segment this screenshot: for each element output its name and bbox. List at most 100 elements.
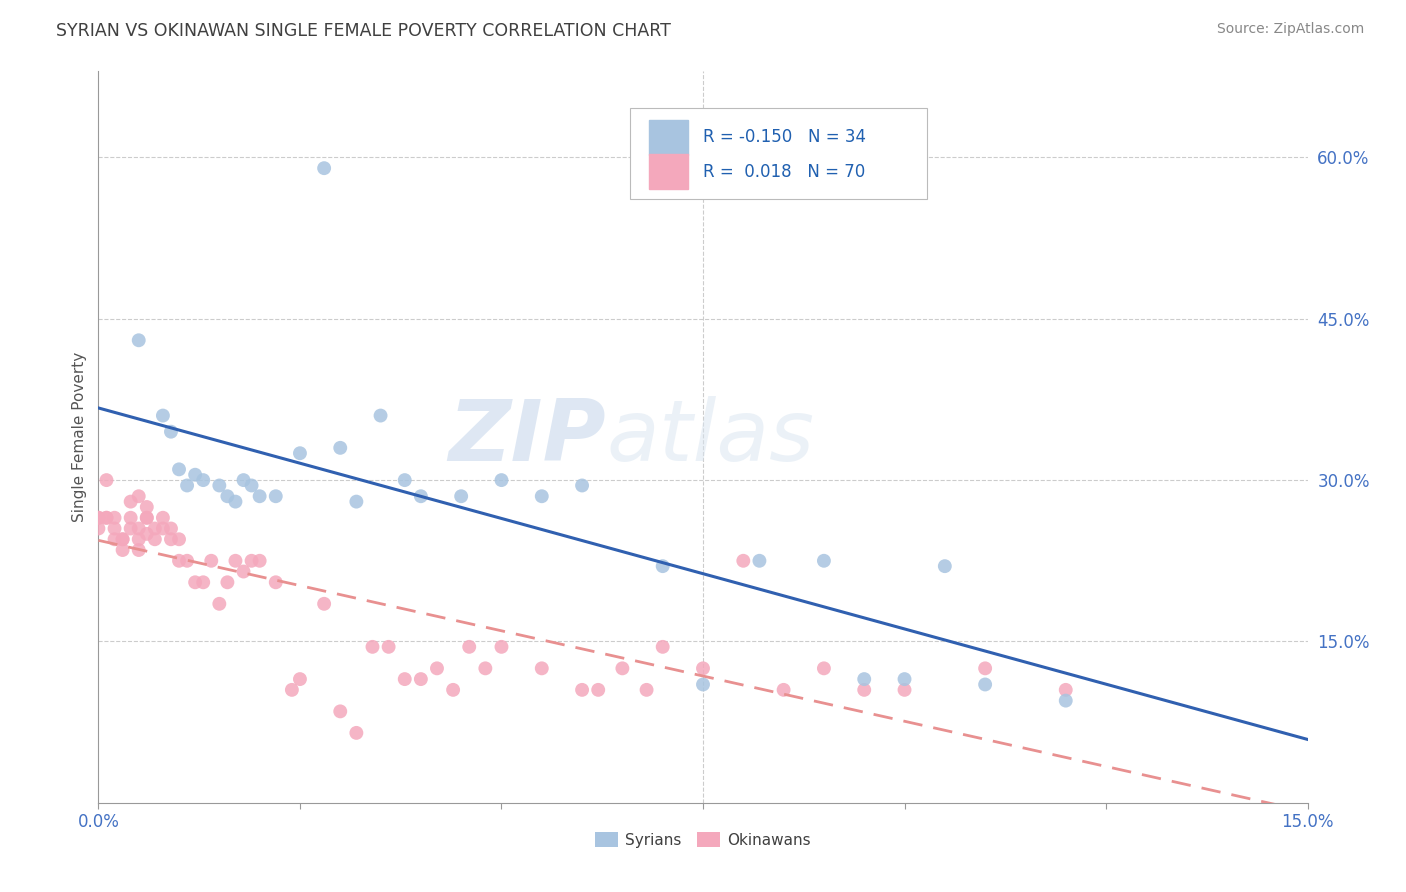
Point [240,478,263,492]
Point [530,489,553,503]
Text: R = -0.150   N = 34: R = -0.150 N = 34 [703,128,866,146]
Point [813,661,835,675]
Point [249,489,271,503]
Point [111,533,134,547]
Point [135,510,157,524]
Point [692,661,714,675]
Point [329,441,352,455]
Point [748,554,770,568]
Point [135,500,157,514]
Point [314,161,336,176]
Point [344,726,367,740]
Point [530,661,553,675]
Point [200,554,222,568]
Point [96,510,118,524]
Point [87,521,110,535]
Point [232,473,254,487]
Legend: Syrians, Okinawans: Syrians, Okinawans [589,825,817,854]
Point [281,682,304,697]
Point [184,575,207,590]
Point [1054,682,1077,697]
Point [193,473,215,487]
Point [264,575,287,590]
Point [586,682,609,697]
Point [96,510,118,524]
Point [143,521,166,535]
Point [184,467,207,482]
Point [772,682,794,697]
Point [344,494,367,508]
Text: atlas: atlas [606,395,814,479]
Point [651,559,673,574]
Point [249,554,271,568]
Point [1054,693,1077,707]
Point [217,575,239,590]
Point [409,672,432,686]
Point [288,672,311,686]
Point [176,478,198,492]
Point [692,677,714,691]
Point [193,575,215,590]
Point [974,661,997,675]
Point [152,409,174,423]
Point [167,533,190,547]
Point [87,510,110,524]
Point [103,521,125,535]
Point [217,489,239,503]
Point [813,554,835,568]
FancyBboxPatch shape [630,108,927,200]
Point [974,677,997,691]
Point [264,489,287,503]
Point [128,533,150,547]
Point [491,473,513,487]
Point [120,510,142,524]
Point [288,446,311,460]
Point [224,494,246,508]
Text: Source: ZipAtlas.com: Source: ZipAtlas.com [1216,22,1364,37]
Point [224,554,246,568]
Point [160,425,183,439]
Point [135,510,157,524]
Point [167,554,190,568]
Point [208,478,231,492]
Point [491,640,513,654]
Point [409,489,432,503]
Point [474,661,496,675]
Point [733,554,755,568]
Point [853,682,876,697]
Point [135,527,157,541]
Point [370,409,392,423]
Point [128,543,150,558]
Point [232,565,254,579]
Point [240,554,263,568]
Point [120,494,142,508]
Point [361,640,384,654]
Point [441,682,464,697]
Point [87,510,110,524]
Point [853,672,876,686]
Point [128,333,150,347]
Point [160,533,183,547]
Point [893,672,915,686]
Point [426,661,449,675]
Point [160,521,183,535]
Bar [648,120,689,154]
Point [571,682,593,697]
Point [394,473,416,487]
Point [103,533,125,547]
Point [636,682,658,697]
Point [314,597,336,611]
Bar [648,154,689,189]
Text: ZIP: ZIP [449,395,606,479]
Point [128,489,150,503]
Point [103,510,125,524]
Point [167,462,190,476]
Text: SYRIAN VS OKINAWAN SINGLE FEMALE POVERTY CORRELATION CHART: SYRIAN VS OKINAWAN SINGLE FEMALE POVERTY… [56,22,671,40]
Point [152,510,174,524]
Y-axis label: Single Female Poverty: Single Female Poverty [72,352,87,522]
Point [612,661,634,675]
Point [96,473,118,487]
Point [893,682,915,697]
Point [934,559,956,574]
Point [458,640,481,654]
